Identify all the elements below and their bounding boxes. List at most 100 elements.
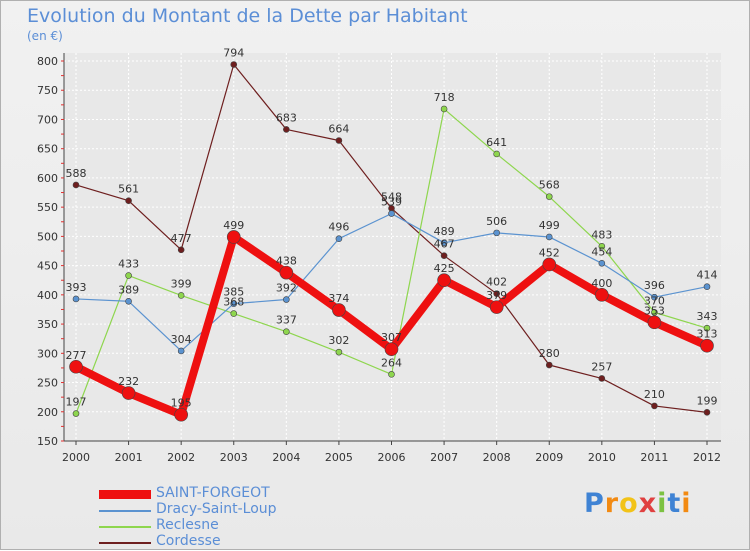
y-tick-label: 250 [37, 377, 58, 390]
data-label-saint-forgeot: 438 [276, 255, 297, 268]
x-tick-label: 2002 [167, 451, 195, 464]
y-tick-label: 650 [37, 143, 58, 156]
legend-item-cordesse: Cordesse [99, 533, 359, 550]
data-label-dracy-saint-loup: 496 [328, 221, 349, 234]
data-point-reclesne [230, 310, 238, 317]
logo-letter: r [604, 488, 620, 519]
data-label-cordesse: 683 [276, 111, 297, 124]
y-tick-label: 500 [37, 230, 58, 243]
data-label-cordesse: 664 [328, 123, 349, 136]
x-tick-label: 2004 [272, 451, 300, 464]
x-tick-label: 2000 [62, 451, 90, 464]
data-label-saint-forgeot: 400 [591, 277, 612, 290]
data-point-saint-forgeot [69, 359, 83, 374]
data-label-dracy-saint-loup: 304 [171, 333, 192, 346]
proxiti-logo: Proxiti [584, 488, 692, 519]
data-label-saint-forgeot: 425 [434, 262, 455, 275]
data-label-reclesne: 368 [223, 296, 244, 309]
data-point-saint-forgeot [437, 273, 451, 288]
data-label-reclesne: 483 [591, 228, 612, 241]
data-label-dracy-saint-loup: 393 [66, 281, 87, 294]
data-point-saint-forgeot [542, 257, 557, 272]
data-point-dracy-saint-loup [72, 295, 80, 303]
data-label-cordesse: 467 [434, 238, 455, 251]
legend-item-saint-forgeot: SAINT-FORGEOT [99, 485, 359, 502]
data-label-dracy-saint-loup: 414 [697, 269, 718, 282]
data-label-dracy-saint-loup: 489 [434, 225, 455, 238]
x-tick-label: 2007 [430, 451, 458, 464]
data-label-cordesse: 199 [697, 394, 718, 407]
legend-swatch [99, 542, 151, 544]
data-point-dracy-saint-loup [440, 239, 448, 247]
legend-item-dracy-saint-loup: Dracy-Saint-Loup [99, 501, 359, 518]
data-label-cordesse: 210 [644, 388, 665, 401]
data-point-saint-forgeot [384, 342, 399, 357]
data-label-dracy-saint-loup: 539 [381, 196, 402, 209]
data-label-saint-forgeot: 307 [381, 331, 402, 344]
x-tick-label: 2003 [220, 451, 248, 464]
data-point-reclesne [177, 292, 185, 299]
data-point-cordesse [440, 252, 448, 259]
data-point-dracy-saint-loup [388, 210, 395, 217]
x-tick-label: 2006 [378, 451, 406, 464]
logo-letter: x [638, 488, 658, 519]
data-label-cordesse: 548 [381, 190, 402, 203]
data-label-cordesse: 402 [486, 276, 507, 289]
data-label-saint-forgeot: 313 [697, 328, 718, 341]
data-label-saint-forgeot: 232 [118, 375, 139, 388]
legend-label: Dracy-Saint-Loup [156, 501, 277, 517]
data-point-dracy-saint-loup [493, 229, 500, 237]
data-point-saint-forgeot [226, 230, 241, 244]
y-tick-label: 750 [37, 84, 58, 97]
data-label-reclesne: 264 [381, 356, 402, 369]
data-point-reclesne [283, 328, 290, 335]
data-point-cordesse [72, 181, 80, 189]
legend-label: Reclesne [156, 517, 219, 533]
data-label-dracy-saint-loup: 506 [486, 215, 507, 228]
data-point-cordesse [545, 361, 553, 369]
y-tick-label: 600 [37, 172, 58, 185]
data-label-reclesne: 337 [276, 314, 297, 327]
data-label-dracy-saint-loup: 454 [591, 245, 612, 258]
data-label-reclesne: 433 [118, 258, 139, 271]
data-point-cordesse [177, 246, 185, 254]
x-tick-label: 2010 [588, 451, 616, 464]
legend-label: SAINT-FORGEOT [156, 485, 270, 501]
data-point-cordesse [651, 402, 658, 410]
x-tick-label: 2008 [483, 451, 511, 464]
data-point-reclesne [545, 193, 553, 200]
data-label-reclesne: 718 [434, 91, 455, 104]
data-point-saint-forgeot [332, 303, 346, 317]
y-tick-label: 200 [37, 406, 58, 419]
y-tick-label: 800 [37, 55, 58, 68]
data-point-saint-forgeot [121, 386, 136, 400]
data-label-dracy-saint-loup: 392 [276, 282, 297, 295]
data-label-reclesne: 302 [328, 334, 349, 347]
logo-letter: o [619, 488, 639, 519]
data-point-dracy-saint-loup [125, 297, 132, 305]
data-label-saint-forgeot: 277 [66, 349, 87, 362]
data-point-reclesne [493, 150, 500, 158]
data-point-reclesne [651, 309, 658, 316]
data-point-dracy-saint-loup [545, 233, 553, 241]
data-point-saint-forgeot [595, 288, 609, 302]
y-tick-label: 400 [37, 289, 58, 302]
data-label-reclesne: 197 [66, 396, 87, 409]
data-label-reclesne: 399 [171, 277, 192, 290]
y-tick-label: 550 [37, 201, 58, 214]
legend-swatch [99, 490, 151, 499]
legend-label: Cordesse [156, 533, 221, 549]
data-point-dracy-saint-loup [177, 347, 185, 355]
data-label-saint-forgeot: 374 [328, 292, 349, 305]
data-point-saint-forgeot [279, 265, 294, 280]
data-point-reclesne [335, 348, 343, 356]
data-label-dracy-saint-loup: 389 [118, 283, 139, 296]
data-label-reclesne: 568 [539, 179, 560, 192]
y-tick-label: 300 [37, 347, 58, 360]
data-point-reclesne [703, 324, 711, 332]
data-point-reclesne [125, 272, 132, 279]
data-label-saint-forgeot: 499 [223, 219, 244, 232]
x-tick-label: 2001 [115, 451, 143, 464]
y-tick-label: 700 [37, 113, 58, 126]
